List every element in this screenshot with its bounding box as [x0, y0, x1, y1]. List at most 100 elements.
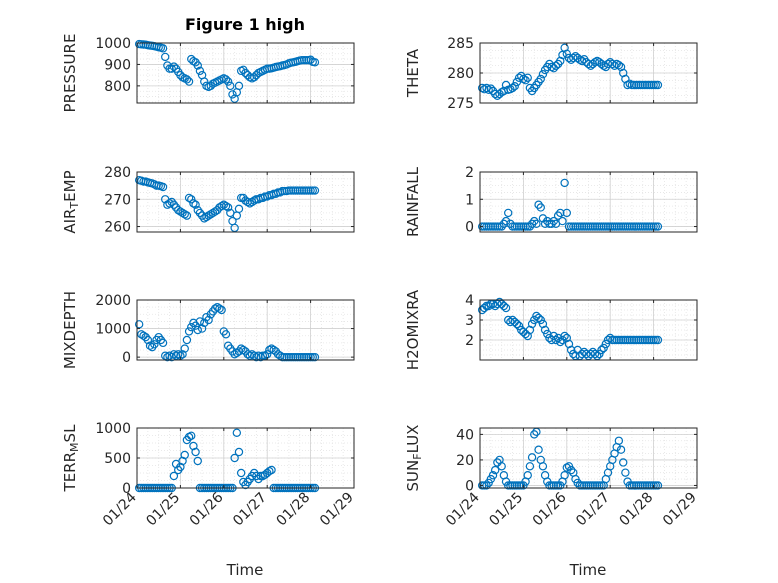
data-point — [575, 222, 585, 231]
data-point — [530, 430, 539, 439]
data-point — [603, 335, 613, 345]
data-point — [634, 335, 643, 345]
data-point — [480, 303, 489, 313]
subplot-7: 0 500 1000 01/24 01/25 01/26 01/27 01/28 01/29 TE… — [61, 421, 357, 529]
data-point — [527, 453, 537, 462]
data-point — [193, 325, 202, 335]
axes-box — [136, 299, 355, 361]
data-point — [547, 219, 556, 229]
data-point — [508, 222, 517, 231]
data-point — [564, 222, 574, 231]
data-point — [614, 222, 624, 231]
data-point — [304, 186, 313, 195]
data-point — [499, 301, 509, 311]
data-point — [536, 74, 545, 84]
data-point — [200, 318, 209, 328]
data-point — [514, 222, 524, 231]
data-point — [601, 339, 611, 349]
data-point — [619, 335, 628, 345]
data-point — [284, 352, 294, 362]
data-point — [645, 335, 654, 345]
data-point — [538, 214, 548, 223]
data-point — [640, 335, 650, 345]
data-point — [649, 481, 658, 490]
data-point — [297, 352, 307, 362]
data-point — [538, 462, 548, 471]
data-point — [510, 222, 519, 231]
data-point — [267, 465, 276, 475]
axes-box — [479, 427, 698, 489]
y-tick-label: 3 — [465, 313, 474, 329]
data-point — [204, 315, 213, 325]
y-tick-label: 800 — [104, 79, 131, 95]
data-point — [629, 481, 639, 490]
data-point — [540, 219, 550, 229]
data-point — [200, 214, 209, 223]
data-point — [310, 352, 320, 362]
data-point — [642, 222, 652, 231]
data-point — [495, 222, 504, 231]
y-tick-label: 1000 — [95, 421, 131, 437]
data-point — [193, 61, 202, 70]
data-point — [182, 211, 192, 220]
data-point — [627, 80, 637, 90]
y-tick-label: 0 — [122, 481, 131, 497]
data-point — [540, 325, 550, 335]
data-point — [180, 210, 189, 219]
data-point — [599, 343, 608, 353]
data-point — [530, 315, 539, 325]
data-point — [180, 450, 189, 460]
data-point — [269, 345, 278, 355]
data-point — [551, 335, 561, 345]
data-point — [588, 222, 598, 231]
data-point — [632, 80, 641, 90]
data-point — [184, 193, 194, 203]
data-point — [642, 80, 652, 90]
data-point — [592, 481, 602, 490]
y-tick-label: 500 — [104, 451, 131, 467]
data-point — [560, 178, 569, 188]
data-point — [569, 222, 578, 231]
data-point — [527, 219, 537, 229]
y-tick-label: 0 — [465, 220, 474, 236]
x-tick-label: 01/26 — [187, 489, 227, 529]
data-point — [614, 335, 624, 345]
data-point — [645, 80, 654, 90]
data-point — [137, 330, 146, 339]
subplot-5: 0 1000 2000 MIXDEPTH — [61, 291, 355, 369]
data-point — [254, 351, 263, 360]
data-point — [545, 219, 554, 229]
data-point — [195, 208, 205, 218]
y-axis-label: AIRTEMP — [61, 170, 81, 233]
data-point — [165, 64, 174, 73]
data-point — [532, 219, 541, 229]
y-axis-label: SUNFLUX — [404, 425, 424, 492]
data-point — [165, 351, 174, 360]
data-point — [191, 447, 200, 457]
data-point — [616, 222, 626, 231]
data-point — [632, 481, 641, 490]
data-point — [219, 200, 228, 209]
data-point — [284, 186, 294, 195]
data-point — [289, 352, 298, 362]
data-point — [582, 222, 591, 231]
data-point — [249, 73, 259, 82]
y-tick-label: 285 — [447, 36, 474, 52]
data-point — [549, 331, 558, 341]
data-point — [590, 481, 600, 490]
data-point — [523, 471, 532, 480]
data-point — [590, 349, 600, 359]
data-point — [601, 222, 611, 231]
data-point — [234, 447, 244, 457]
data-point — [484, 301, 493, 311]
data-point — [642, 481, 652, 490]
data-point — [645, 222, 654, 231]
data-point — [629, 335, 639, 345]
x-tick-label: 01/27 — [230, 490, 270, 530]
figure-title: Figure 1 high — [185, 15, 305, 34]
x-tick-label: 01/28 — [617, 490, 657, 530]
data-point — [291, 352, 300, 362]
data-point — [647, 222, 656, 231]
subplot-6: 2 3 4 H2OMIXRA — [404, 289, 698, 370]
